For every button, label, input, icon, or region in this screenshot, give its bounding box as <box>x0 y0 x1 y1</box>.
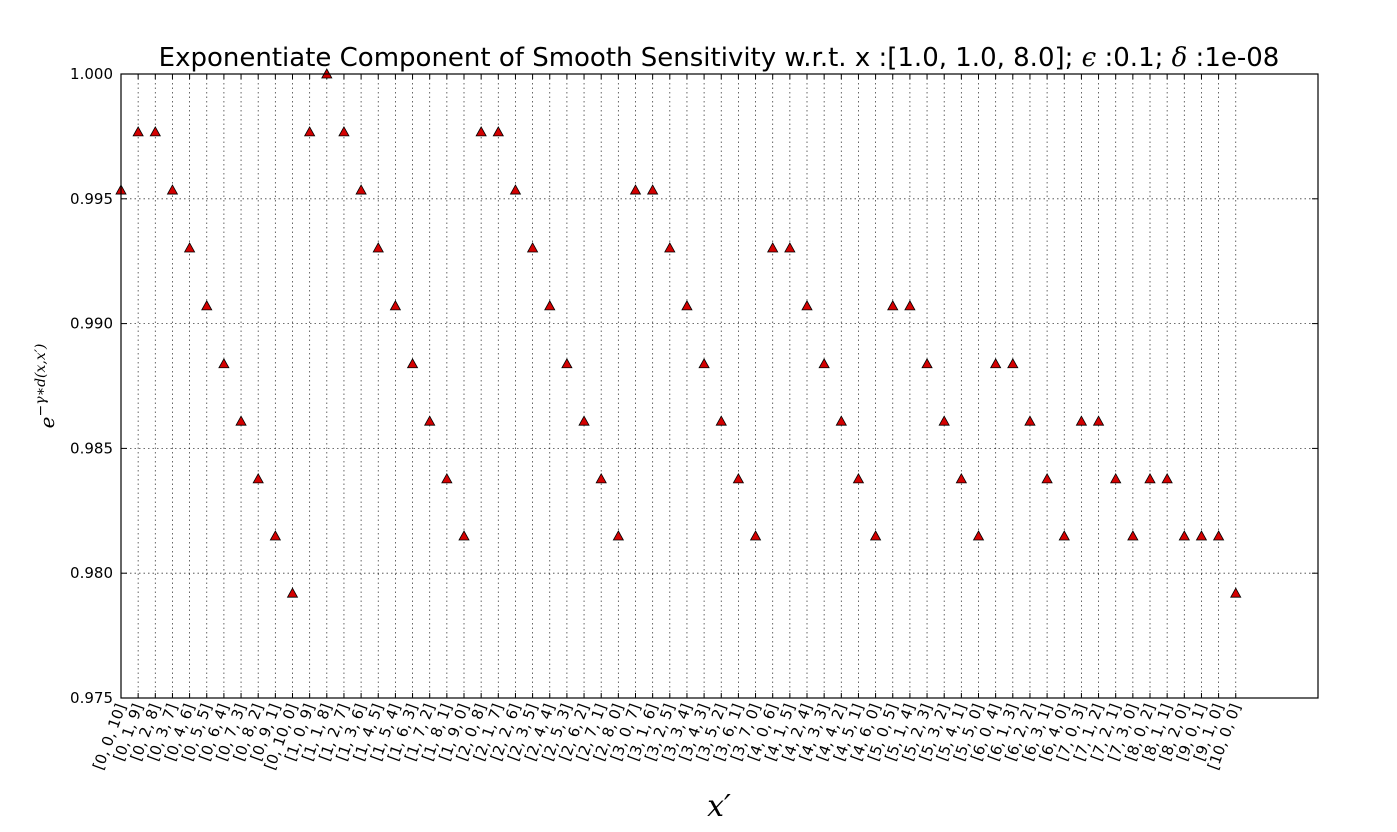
data-point <box>698 357 710 369</box>
chart-title-delta-value: :1e-08 <box>1187 43 1279 73</box>
data-point <box>1144 473 1156 484</box>
data-point <box>989 357 1002 369</box>
data-point <box>526 242 539 253</box>
data-point <box>887 300 899 311</box>
data-point <box>767 242 779 253</box>
data-point <box>509 184 522 195</box>
y-axis-label-base: e <box>35 417 59 429</box>
data-point <box>1075 415 1088 426</box>
data-point <box>869 530 882 541</box>
data-point <box>424 415 436 426</box>
data-point <box>218 357 230 369</box>
data-point <box>1092 415 1105 426</box>
data-point <box>612 530 625 541</box>
data-point <box>1178 530 1190 541</box>
data-point <box>1212 530 1225 541</box>
data-point <box>972 530 985 541</box>
data-point <box>904 300 916 311</box>
data-point <box>1058 530 1070 541</box>
x-axis-ticks: [0, 0, 10][0, 1, 9][0, 2, 8][0, 3, 7][0,… <box>89 74 1245 772</box>
y-tick-label: 0.975 <box>70 689 113 707</box>
data-point <box>801 300 813 311</box>
y-tick-label: 0.980 <box>70 564 113 582</box>
y-axis-label: e−γ∗d(x,x′) <box>33 344 59 429</box>
y-tick-label: 0.995 <box>70 190 113 208</box>
data-point <box>492 126 504 137</box>
y-tick-label: 1.000 <box>70 65 113 83</box>
data-point <box>921 357 933 369</box>
data-point <box>389 300 402 311</box>
data-point <box>235 415 247 426</box>
data-point <box>475 126 487 137</box>
y-axis-ticks: 0.975 0.980 0.985 0.990 0.995 1.000 <box>70 65 1318 707</box>
data-point <box>252 473 264 484</box>
data-point <box>441 473 453 484</box>
data-point <box>1024 415 1036 426</box>
chart-title-epsilon: ϵ <box>1082 43 1097 73</box>
data-point <box>1110 473 1122 484</box>
data-point <box>286 587 299 598</box>
data-point <box>183 242 196 253</box>
data-point <box>458 530 470 541</box>
chart-title-prefix: Exponentiate Component of Smooth Sensiti… <box>159 43 1082 73</box>
data-point <box>561 357 573 369</box>
data-point <box>835 415 847 426</box>
data-point <box>784 242 796 253</box>
data-point <box>1007 357 1019 369</box>
data-point <box>629 184 642 195</box>
data-point <box>646 184 659 195</box>
data-point <box>1195 530 1208 541</box>
y-tick-label: 0.985 <box>70 439 113 457</box>
plot-frame <box>120 73 1319 699</box>
chart-title-epsilon-value: :0.1; <box>1096 43 1171 73</box>
data-point <box>938 415 950 426</box>
data-point <box>372 242 384 253</box>
data-point <box>681 300 693 311</box>
y-axis-label-exponent: −γ∗d(x,x′) <box>33 344 49 417</box>
data-point <box>732 473 745 484</box>
data-point <box>1127 530 1139 541</box>
data-point <box>355 184 367 195</box>
data-point <box>955 473 968 484</box>
data-point <box>269 530 282 541</box>
data-point <box>303 126 316 137</box>
data-point <box>578 415 590 426</box>
data-point <box>132 126 144 137</box>
chart-title: Exponentiate Component of Smooth Sensiti… <box>159 43 1280 73</box>
data-point <box>166 184 179 195</box>
data-point <box>406 357 419 369</box>
data-point <box>201 300 213 311</box>
data-point <box>715 415 727 426</box>
data-point <box>818 357 830 369</box>
data-point <box>544 300 556 311</box>
data-point <box>1041 473 1053 484</box>
y-tick-label: 0.990 <box>70 315 113 333</box>
data-point <box>149 126 161 137</box>
svg-text:e−γ∗d(x,x′): e−γ∗d(x,x′) <box>33 344 59 429</box>
data-point <box>664 242 676 253</box>
grid-lines <box>120 73 1318 699</box>
data-point <box>338 126 350 137</box>
data-point <box>595 473 607 484</box>
data-point <box>749 530 762 541</box>
x-axis-label: x′ <box>707 789 731 824</box>
data-point <box>852 473 865 484</box>
chart-title-delta: δ <box>1172 43 1188 73</box>
data-point <box>1230 587 1242 598</box>
data-point <box>1161 473 1173 484</box>
